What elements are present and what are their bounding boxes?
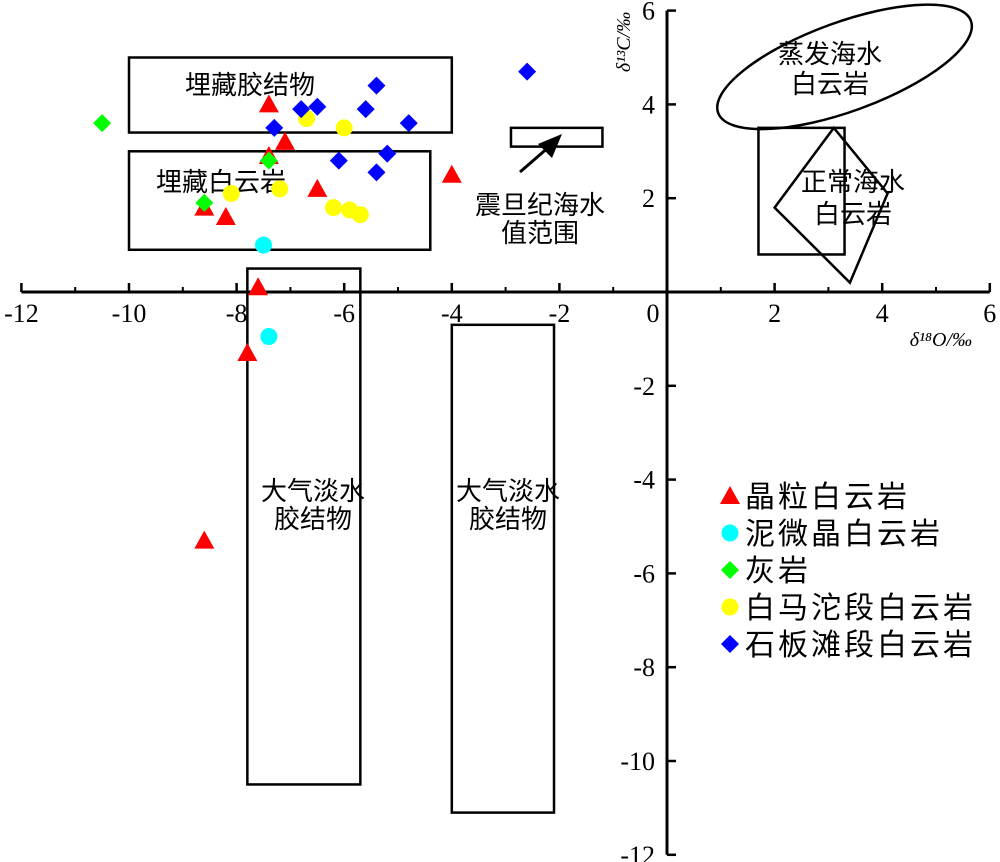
y-tick-label: -6 xyxy=(633,559,655,588)
y-tick-label: 6 xyxy=(642,0,655,26)
region-ellipse xyxy=(715,3,974,131)
y-tick-label: -8 xyxy=(633,653,655,682)
region-polygon xyxy=(772,125,890,285)
region-box xyxy=(246,267,362,786)
data-point xyxy=(259,151,278,170)
legend-label: 白马沱段白云岩 xyxy=(745,592,976,625)
y-tick-label: 2 xyxy=(642,184,655,213)
data-point xyxy=(258,94,279,113)
data-point xyxy=(195,193,214,212)
data-point xyxy=(329,151,348,170)
region-box xyxy=(127,150,432,252)
region-label: 大气淡水 xyxy=(261,477,365,506)
x-axis-title: δ¹⁸O/‰ xyxy=(910,329,972,351)
x-tick-label: -2 xyxy=(549,299,571,328)
region-label: 埋藏胶结物 xyxy=(185,71,315,100)
axes-layer: -12 -10 -8 -6 -4 -2 0 2 4 6 -12 -10 -8 -6 -4 -2 2 4 6 δ¹⁸O/… xyxy=(4,0,996,862)
y-tick-label: -10 xyxy=(620,747,655,776)
data-point xyxy=(335,119,353,137)
data-point xyxy=(93,114,112,133)
region-label: 胶结物 xyxy=(469,505,547,534)
data-point xyxy=(260,328,278,346)
y-tick-label: -4 xyxy=(633,466,655,495)
data-point xyxy=(399,114,418,133)
region-label: 正常海水 xyxy=(801,168,905,197)
legend-label: 晶粒白云岩 xyxy=(745,481,910,514)
x-tick-label: 6 xyxy=(983,299,996,328)
x-tick-label: 4 xyxy=(876,299,889,328)
y-axis-title: δ¹³C/‰ xyxy=(613,12,635,72)
data-point xyxy=(255,236,272,254)
data-point xyxy=(307,178,328,197)
region-box xyxy=(127,56,454,134)
x-tick-label: -12 xyxy=(4,299,39,328)
data-point xyxy=(237,342,258,361)
data-point xyxy=(265,118,284,137)
data-point xyxy=(518,62,537,81)
regions-layer: 埋藏胶结物埋藏白云岩震旦纪海水值范围蒸发海水白云岩正常海水白云岩大气淡水胶结物大… xyxy=(127,3,974,814)
legend-marker xyxy=(721,561,739,579)
legend-marker xyxy=(721,598,739,616)
points-layer xyxy=(93,62,537,549)
data-point xyxy=(222,185,240,203)
x-tick-label: -4 xyxy=(441,299,463,328)
data-point xyxy=(271,180,289,198)
data-point xyxy=(248,277,269,296)
data-point xyxy=(367,76,386,95)
y-tick-label: -2 xyxy=(633,372,655,401)
legend-label: 泥微晶白云岩 xyxy=(745,518,943,551)
region-box xyxy=(450,323,556,814)
data-point xyxy=(275,131,296,150)
region-label: 埋藏白云岩 xyxy=(156,168,286,197)
arrow-head xyxy=(538,134,562,158)
legend-marker xyxy=(721,524,739,542)
data-point xyxy=(441,164,462,183)
legend-label: 石板滩段白云岩 xyxy=(745,629,976,662)
region-label: 白云岩 xyxy=(791,70,869,99)
x-tick-label: -6 xyxy=(333,299,355,328)
data-point xyxy=(324,199,342,217)
x-tick-label: 2 xyxy=(768,299,781,328)
region-label: 值范围 xyxy=(501,219,579,248)
data-point xyxy=(351,206,369,224)
x-tick-label: 0 xyxy=(647,299,660,328)
region-box xyxy=(757,126,846,256)
data-point xyxy=(194,530,215,549)
data-point xyxy=(308,97,327,116)
y-tick-label: 4 xyxy=(642,90,655,119)
data-point xyxy=(356,100,375,119)
x-tick-label: -10 xyxy=(112,299,147,328)
x-tick-label: -8 xyxy=(226,299,248,328)
region-label: 大气淡水 xyxy=(456,477,560,506)
data-point xyxy=(215,206,236,225)
region-label: 白云岩 xyxy=(814,200,892,229)
region-label: 蒸发海水 xyxy=(778,40,882,69)
data-point xyxy=(378,144,397,163)
region-label: 胶结物 xyxy=(274,505,352,534)
y-tick-label: -12 xyxy=(620,841,655,862)
legend-marker xyxy=(720,486,740,504)
region-label: 震旦纪海水 xyxy=(475,191,605,220)
data-point xyxy=(367,163,386,182)
legend-label: 灰岩 xyxy=(745,555,811,588)
legend-marker xyxy=(721,635,739,653)
data-point xyxy=(292,100,311,119)
